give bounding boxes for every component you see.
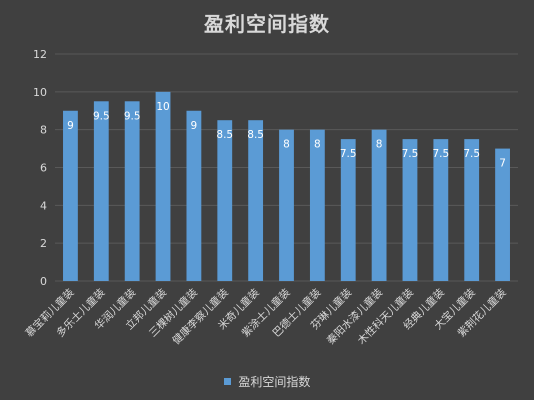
data-label: 8 <box>376 139 383 151</box>
data-label: 9.5 <box>124 110 141 122</box>
legend-label: 盈利空间指数 <box>238 375 311 389</box>
bar <box>155 91 171 281</box>
y-tick-label: 12 <box>33 48 47 61</box>
y-tick-label: 0 <box>40 275 47 288</box>
bar <box>279 129 294 281</box>
data-label: 7.5 <box>340 148 357 160</box>
bar <box>495 148 510 281</box>
data-label: 9 <box>67 120 74 132</box>
data-label: 10 <box>156 101 169 113</box>
x-tick-label: 秦阳水漆儿童装 <box>324 286 386 348</box>
data-label: 9.5 <box>93 110 110 122</box>
legend-swatch <box>223 378 231 385</box>
data-label: 8.5 <box>247 129 264 141</box>
data-label: 8 <box>283 139 290 151</box>
legend: 盈利空间指数 <box>0 373 534 390</box>
data-labels: 9 9.5 9.5 10 9 8.5 8.5 8 8 7.5 8 7.5 7.5 7.5 7 <box>67 101 506 170</box>
data-label: 7 <box>499 158 506 170</box>
bar <box>186 110 202 281</box>
data-label: 7.5 <box>432 148 449 160</box>
bar <box>63 110 78 281</box>
bar <box>124 101 140 282</box>
chart-title: 盈利空间指数 <box>204 12 330 36</box>
bar <box>248 120 264 281</box>
data-label: 8 <box>314 139 321 151</box>
y-tick-label: 8 <box>40 124 47 137</box>
x-axis-ticks: 慕宝莉儿童装多乐士儿童装华润儿童装立邦儿童装三棵树儿童装健康李察儿童装米奇儿童装… <box>23 286 509 348</box>
bar <box>464 139 480 281</box>
bar <box>340 139 356 281</box>
bar <box>402 139 418 281</box>
data-label: 9 <box>191 120 198 132</box>
bars <box>63 91 510 282</box>
x-tick-label: 木性科天儿童装 <box>355 286 417 348</box>
bar <box>217 120 233 281</box>
y-tick-label: 6 <box>40 162 47 175</box>
data-label: 7.5 <box>463 148 480 160</box>
x-tick-label: 健康李察儿童装 <box>170 286 232 348</box>
bar <box>433 139 449 281</box>
y-axis-ticks: 0 2 4 6 8 10 12 <box>33 48 47 288</box>
data-label: 7.5 <box>402 148 419 160</box>
data-label: 8.5 <box>216 129 233 141</box>
y-tick-label: 2 <box>40 237 47 250</box>
bar <box>93 101 109 282</box>
y-tick-label: 10 <box>33 86 47 99</box>
bar <box>371 129 387 281</box>
y-tick-label: 4 <box>40 199 47 212</box>
bar <box>309 129 325 281</box>
